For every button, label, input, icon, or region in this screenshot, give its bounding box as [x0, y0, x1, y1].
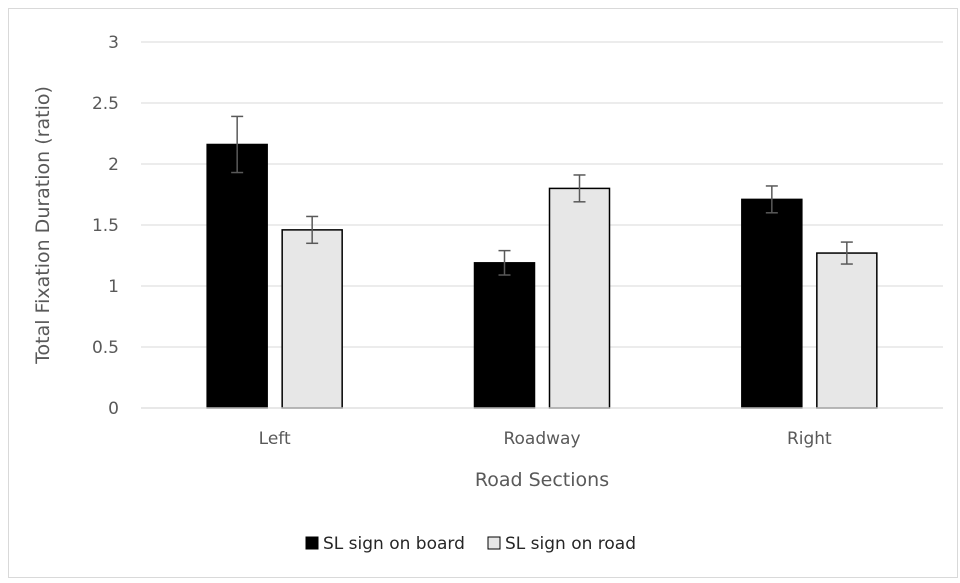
- legend-label: SL sign on road: [505, 534, 636, 554]
- chart-frame: 0 0.5 1 1.5 2 2.5 3 Left Roadway Right Total Fix…: [8, 8, 958, 578]
- gridlines: [141, 41, 943, 348]
- error-bar: [498, 249, 511, 276]
- bar-board-left: [206, 143, 268, 409]
- legend-swatch: [487, 536, 501, 550]
- bar-road-left: [281, 229, 343, 409]
- y-tick-label: 2.5: [92, 94, 119, 114]
- bar-board-right: [741, 198, 803, 409]
- legend-swatch: [305, 536, 319, 550]
- bar-board-roadway: [473, 262, 536, 409]
- bar-road-right: [816, 252, 878, 409]
- legend: SL sign on board SL sign on road: [305, 534, 636, 554]
- error-bar: [231, 115, 244, 174]
- bar-chart: 0 0.5 1 1.5 2 2.5 3 Left Roadway Right Total Fix…: [32, 33, 943, 554]
- x-tick-label: Right: [787, 429, 832, 449]
- error-bars: [231, 115, 853, 276]
- error-bar: [840, 241, 853, 265]
- x-axis-ticks: Left Roadway Right: [259, 429, 832, 449]
- bars: [206, 143, 878, 409]
- error-bar: [573, 174, 586, 203]
- y-tick-label: 1.5: [92, 216, 119, 236]
- error-bar: [765, 185, 778, 214]
- y-tick-label: 1: [108, 277, 119, 297]
- y-tick-label: 2: [108, 155, 119, 175]
- legend-item: SL sign on board: [305, 534, 465, 554]
- x-tick-label: Left: [259, 429, 291, 449]
- y-tick-label: 0.5: [92, 338, 119, 358]
- x-axis-title: Road Sections: [475, 469, 609, 491]
- y-tick-label: 0: [108, 399, 119, 419]
- y-tick-label: 3: [108, 33, 119, 53]
- y-axis-ticks: 0 0.5 1 1.5 2 2.5 3: [92, 33, 119, 419]
- legend-item: SL sign on road: [487, 534, 636, 554]
- bar-road-roadway: [548, 187, 611, 409]
- legend-label: SL sign on board: [323, 534, 465, 554]
- error-bar: [306, 215, 319, 245]
- y-axis-title: Total Fixation Duration (ratio): [32, 86, 54, 365]
- x-tick-label: Roadway: [503, 429, 580, 449]
